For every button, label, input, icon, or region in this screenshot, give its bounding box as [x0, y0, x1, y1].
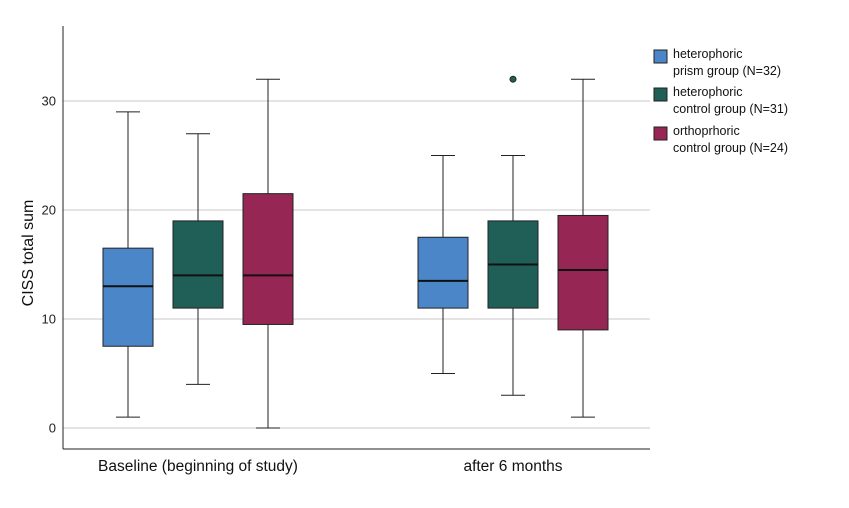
box-series2-group1 — [557, 214, 609, 331]
legend-label-prism-line1: heterophoric — [673, 47, 743, 61]
legend: heterophoric prism group (N=32) heteroph… — [653, 47, 788, 155]
category-label-baseline: Baseline (beginning of study) — [98, 458, 298, 475]
outlier-series1-group1-0 — [509, 75, 517, 83]
legend-label-hetero-control-line2: control group (N=31) — [673, 102, 788, 116]
y-tick-label-0: 0 — [49, 421, 56, 436]
category-label-after-6-months: after 6 months — [463, 458, 562, 475]
box-series1-group0 — [172, 220, 224, 309]
legend-swatch-hetero-control — [653, 87, 668, 102]
legend-swatch-prism — [653, 49, 668, 64]
y-tick-label-10: 10 — [42, 312, 56, 327]
legend-label-hetero-control-line1: heterophoric — [673, 85, 743, 99]
gridlines — [63, 100, 650, 429]
legend-label-ortho-control-line1: orthoprhoric — [673, 124, 740, 138]
legend-label-ortho-control-line2: control group (N=24) — [673, 141, 788, 155]
box-series2-group0 — [242, 193, 294, 325]
y-tick-label-20: 20 — [42, 203, 56, 218]
box-series0-group1 — [417, 236, 469, 309]
y-tick-labels: 0 10 20 30 — [42, 94, 56, 436]
legend-label-prism-line2: prism group (N=32) — [673, 64, 781, 78]
axes — [62, 26, 650, 450]
y-tick-label-30: 30 — [42, 94, 56, 109]
x-category-labels: Baseline (beginning of study) after 6 mo… — [98, 458, 563, 475]
y-axis-title: CISS total sum — [20, 200, 37, 307]
box-series0-group0 — [102, 247, 154, 347]
boxes — [102, 75, 609, 429]
legend-swatch-ortho-control — [653, 126, 668, 141]
